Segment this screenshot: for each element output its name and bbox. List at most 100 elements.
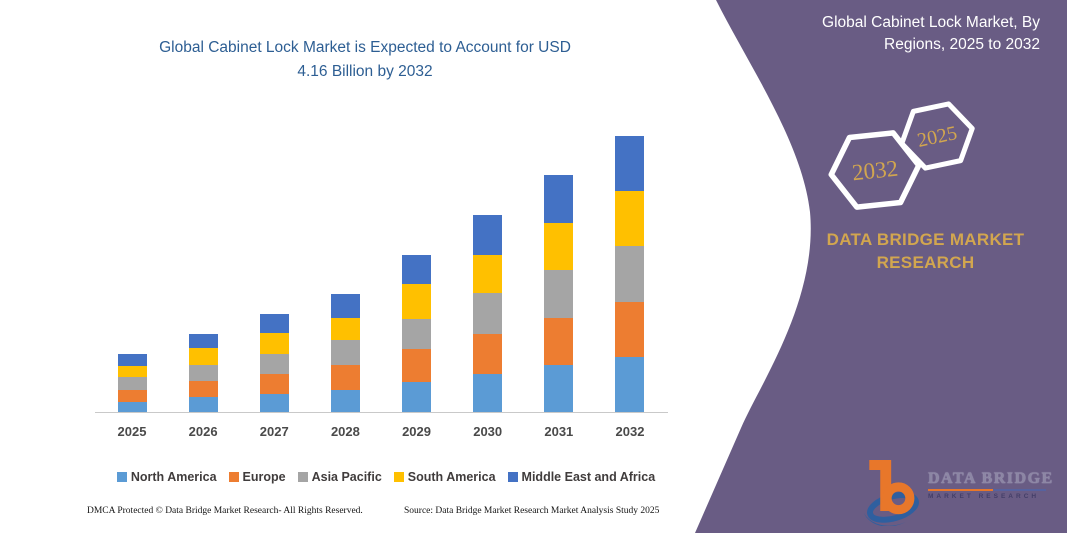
bar-segment [544,175,574,224]
bar-segment [615,302,645,358]
bar-segment [117,353,147,366]
bar-segment [330,293,360,319]
logo-word-data: DATA [928,470,977,487]
stacked-bar-2029 [402,254,432,413]
panel-title-line1: Global Cabinet Lock Market, By [822,14,1040,31]
bar-segment [615,357,645,413]
bar-segment [615,135,645,191]
legend-swatch-icon [228,472,239,482]
x-axis-label: 2027 [259,424,289,439]
stacked-bar-2031 [544,175,574,413]
bar-segment [544,269,574,319]
brand-caption-line1: DATA BRIDGE MARKET [826,230,1025,249]
legend-label: South America [407,470,496,484]
bar-segment [402,349,432,383]
bar-segment [473,254,503,294]
legend-swatch-icon [116,472,127,482]
bar-segment [473,334,503,375]
bar-segment [259,314,289,334]
x-axis-label: 2029 [402,424,431,439]
legend-item: Asia Pacific [297,470,382,484]
chart-legend: North America Europe Asia Pacific South Ame… [76,470,696,484]
stacked-bar-2027 [259,314,289,413]
panel-title: Global Cabinet Lock Market, By Regions, … [700,12,1040,57]
bar-segment [615,190,645,246]
bar-segment [259,373,289,394]
logo-underline [928,489,1046,491]
hexagon-year-2032: 2032 [851,156,899,186]
logo-word-bridge: BRIDGE [981,470,1054,487]
purple-panel-shape [695,0,1067,533]
bar-segment [188,334,218,349]
x-axis-label: 2031 [544,424,574,439]
stacked-bar-2030 [473,215,503,413]
legend-item: Middle East and Africa [507,470,656,484]
hexagon-2025: 2025 [899,101,975,171]
stacked-bar-2026 [188,334,218,413]
bar-segment [117,390,147,403]
bar-segment [402,254,432,285]
bar-segment [259,333,289,354]
bar-segment [544,223,574,270]
stacked-bar-2032 [615,135,645,413]
legend-swatch-icon [393,472,404,482]
bar-segment [330,389,360,413]
x-axis-label: 2030 [473,424,503,439]
bar-segment [402,284,432,320]
x-axis-label: 2025 [117,424,147,439]
bar-segment [188,397,218,413]
bar-segment [117,365,147,378]
dbmr-logo-text: DATA BRIDGE MARKET RESEARCH [928,456,1054,528]
legend-item: North America [116,470,217,484]
bar-segment [188,348,218,366]
bar-segment [117,402,147,413]
logo-orange-b-bowl [882,482,915,515]
bar-segment [117,377,147,391]
source-footer-text: Source: Data Bridge Market Research Mark… [404,506,660,516]
bar-segment [330,339,360,366]
legend-item: Europe [228,470,286,484]
bar-segment [473,374,503,413]
logo-subtext: MARKET RESEARCH [928,493,1040,500]
bar-segment [330,365,360,390]
stacked-bar-2028 [330,293,360,413]
bar-segment [473,293,503,335]
legend-label: Middle East and Africa [521,470,656,484]
bar-segment [259,353,289,374]
bar-segment [188,365,218,382]
bar-segment [259,393,289,413]
brand-caption: DATA BRIDGE MARKET RESEARCH [823,229,1028,275]
legend-label: Europe [242,470,286,484]
x-axis-label: 2032 [615,424,645,439]
bar-segment [544,365,574,413]
logo-blue-tail [863,512,906,526]
logo-underline-orange [928,489,993,491]
legend-item: South America [393,470,496,484]
bar-segment [402,319,432,350]
dmca-footer-text: DMCA Protected © Data Bridge Market Rese… [87,506,363,516]
bar-segment [402,382,432,413]
bar-segment [330,318,360,340]
chart-title: Global Cabinet Lock Market is Expected t… [55,36,675,84]
chart-title-line1: Global Cabinet Lock Market is Expected t… [159,39,571,56]
legend-swatch-icon [297,472,308,482]
stacked-bar-2025 [117,353,147,413]
bar-segment [188,381,218,398]
bar-segment [473,215,503,255]
bar-segment [544,318,574,366]
dbmr-logo-mark-icon [863,460,919,526]
x-axis-label: 2026 [188,424,218,439]
panel-title-line2: Regions, 2025 to 2032 [884,36,1040,54]
dbmr-logo: DATA BRIDGE MARKET RESEARCH [862,456,1052,528]
chart-title-line2: 4.16 Billion by 2032 [297,63,433,81]
stacked-bar-plot [0,100,720,413]
logo-underline-blue [992,489,1046,491]
hexagon-year-2025: 2025 [915,122,959,152]
legend-label: Asia Pacific [311,470,382,484]
brand-caption-line2: RESEARCH [876,252,975,272]
legend-swatch-icon [507,472,518,482]
hexagon-year-badges: 2032 2025 [828,101,975,210]
hexagon-2032: 2032 [828,130,922,210]
